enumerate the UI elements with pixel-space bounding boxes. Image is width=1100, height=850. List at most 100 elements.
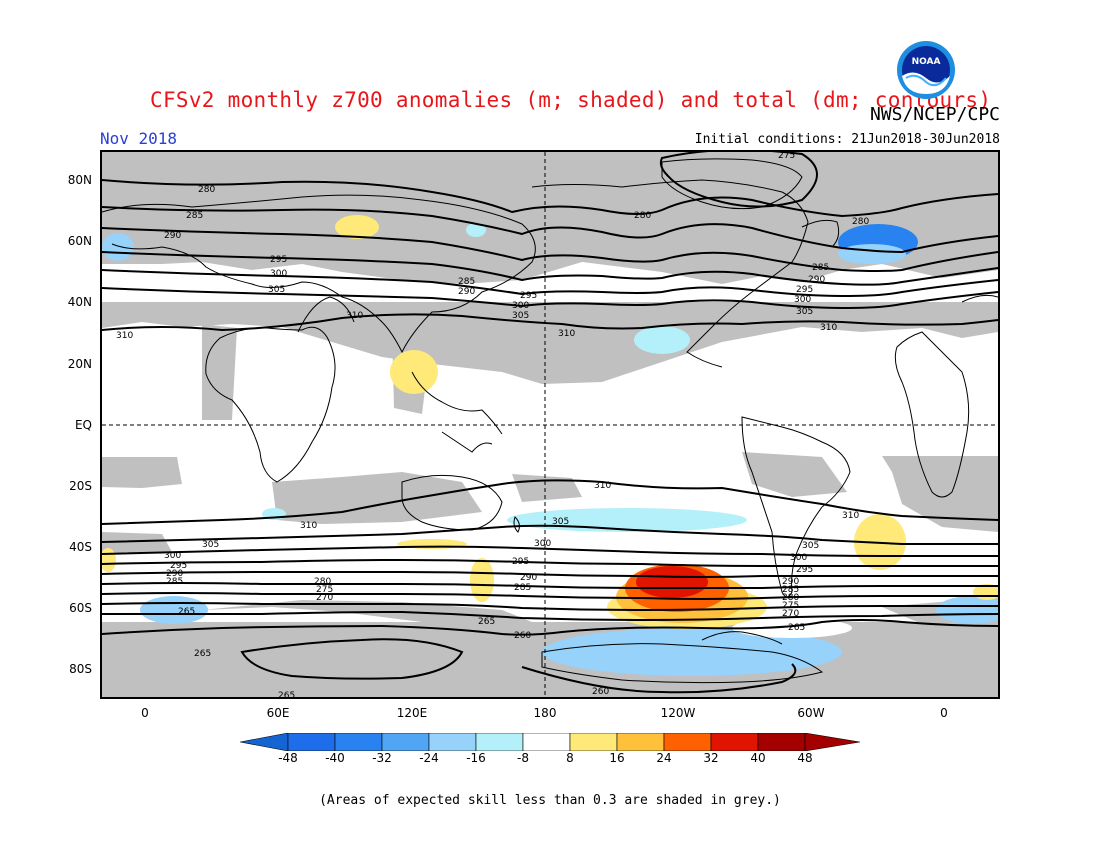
contour-label: 305	[268, 285, 285, 295]
colorbar-swatch	[287, 732, 336, 752]
forecast-month: Nov 2018	[100, 129, 178, 148]
colorbar-tick: -24	[419, 751, 439, 765]
lon-label: 120E	[396, 706, 428, 720]
colorbar-high-arrow	[804, 732, 861, 752]
contour-label: 305	[802, 541, 819, 551]
lon-label: 180	[533, 706, 557, 720]
contour-label: 300	[790, 553, 807, 563]
colorbar-low-arrow	[239, 732, 289, 752]
colorbar-tick: 24	[656, 751, 672, 765]
contour-label: 305	[552, 517, 569, 527]
contour-label: 260	[592, 687, 609, 697]
contour-label: 295	[170, 561, 187, 571]
agency-label: NWS/NCEP/CPC	[869, 104, 1000, 125]
contour-label: 285	[186, 211, 203, 221]
lon-label: 60E	[266, 706, 290, 720]
contour-label: 285	[782, 585, 799, 595]
contour-label: 310	[820, 323, 837, 333]
contour-label: 310	[594, 481, 611, 491]
contour-label: 265	[478, 617, 495, 627]
lat-label: 60N	[67, 234, 92, 248]
contour-label: 300	[512, 301, 529, 311]
contour-label: 290	[458, 287, 475, 297]
contour-label: 280	[782, 593, 799, 603]
map-svg: 280 280 280 275 285 285 285 290 290 290 …	[102, 152, 998, 697]
colorbar-tick: -32	[372, 751, 392, 765]
contour-label: 290	[808, 275, 825, 285]
contour-label: 280	[314, 577, 331, 587]
colorbar-swatch	[710, 732, 759, 752]
colorbar-swatch	[522, 732, 571, 752]
contour-label: 285	[166, 577, 183, 587]
contour-label: 265	[278, 691, 295, 697]
contour-label: 285	[458, 277, 475, 287]
contour-label: 265	[178, 607, 195, 617]
map-panel: 280 280 280 275 285 285 285 290 290 290 …	[100, 150, 1000, 699]
lon-label: 0	[940, 706, 948, 720]
lat-label: 80N	[67, 173, 92, 187]
contour-label: 290	[166, 569, 183, 579]
contour-label: 275	[782, 601, 799, 611]
contour-label: 280	[198, 185, 215, 195]
colorbar-swatch	[475, 732, 524, 752]
lat-label: 60S	[69, 601, 92, 615]
contour-label: 305	[796, 307, 813, 317]
colorbar-swatch	[428, 732, 477, 752]
contour-label: 300	[270, 269, 287, 279]
lat-label: 20S	[69, 479, 92, 493]
contour-label: 280	[852, 217, 869, 227]
colorbar-tick: -8	[517, 751, 529, 765]
contour-label: 310	[300, 521, 317, 531]
colorbar-swatch	[569, 732, 618, 752]
colorbar-tick: 48	[797, 751, 813, 765]
contour-label: 265	[194, 649, 211, 659]
colorbar-tick: -48	[278, 751, 298, 765]
coastlines	[102, 158, 998, 684]
reference-lines	[102, 152, 998, 697]
contour-label: 310	[842, 511, 859, 521]
colorbar-swatch	[616, 732, 665, 752]
logo-text: NOAA	[912, 57, 941, 67]
contour-label: 280	[634, 211, 651, 221]
colorbar-tick: -40	[325, 751, 345, 765]
lon-label: 0	[141, 706, 149, 720]
contour-label: 300	[164, 551, 181, 561]
contour-label: 275	[316, 585, 333, 595]
colorbar-tick: -16	[466, 751, 486, 765]
colorbar-swatch	[334, 732, 383, 752]
contour-label: 295	[520, 291, 537, 301]
lat-label: 80S	[69, 662, 92, 676]
colorbar-swatch	[757, 732, 806, 752]
contour-label: 295	[796, 285, 813, 295]
contour-label: 265	[788, 623, 805, 633]
contour-label: 285	[514, 583, 531, 593]
colorbar-tick: 40	[750, 751, 766, 765]
contour-label: 305	[512, 311, 529, 321]
colorbar-swatch	[381, 732, 430, 752]
contour-label: 270	[316, 593, 333, 603]
contour-label: 270	[782, 609, 799, 619]
colorbar-tick: 8	[566, 751, 574, 765]
contour-label: 290	[782, 577, 799, 587]
contour-label: 310	[116, 331, 133, 341]
colorbar-tick: 32	[703, 751, 719, 765]
contour-label: 275	[778, 152, 795, 161]
contour-label: 290	[164, 231, 181, 241]
noaa-logo: NOAA	[897, 41, 955, 99]
map-title: CFSv2 monthly z700 anomalies (m; shaded)…	[150, 88, 992, 112]
lat-label: EQ	[74, 418, 92, 432]
lon-label: 60W	[797, 706, 825, 720]
contour-label: 295	[512, 557, 529, 567]
contour-value-labels: 280 280 280 275 285 285 285 290 290 290 …	[116, 152, 869, 697]
initial-conditions: Initial conditions: 21Jun2018-30Jun2018	[694, 132, 1000, 147]
lat-label: 20N	[67, 357, 92, 371]
colorbar-svg	[239, 732, 861, 752]
contour-label: 300	[794, 295, 811, 305]
colorbar	[239, 732, 864, 755]
contour-label: 305	[202, 540, 219, 550]
contour-label: 290	[520, 573, 537, 583]
contour-label: 295	[796, 565, 813, 575]
lon-label: 120W	[660, 706, 696, 720]
lat-label: 40S	[69, 540, 92, 554]
lat-label: 40N	[67, 295, 92, 309]
